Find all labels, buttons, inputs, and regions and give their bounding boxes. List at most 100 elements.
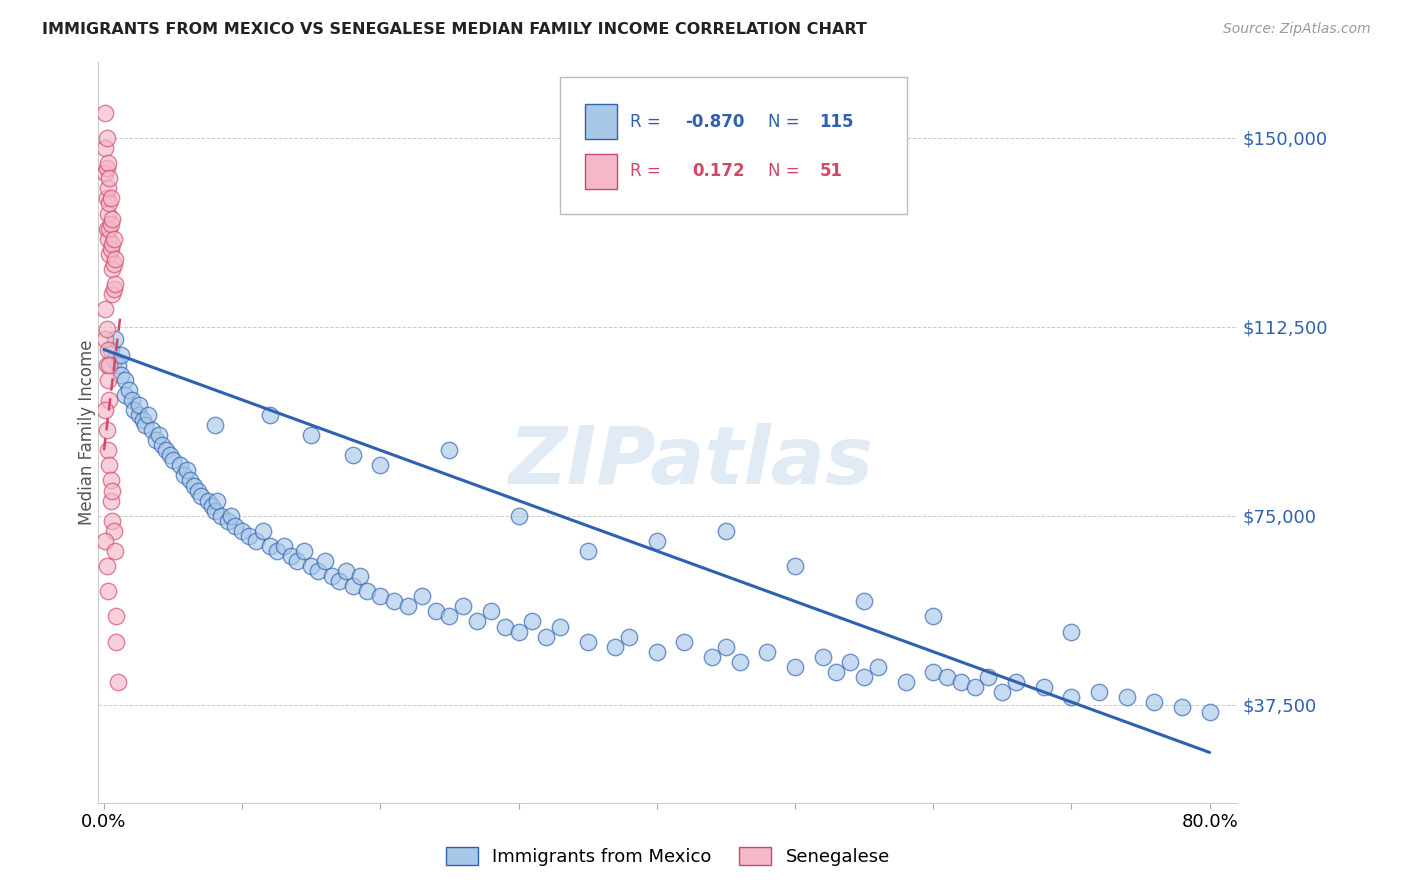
Point xyxy=(110,347,132,361)
Point xyxy=(991,685,1014,699)
Point xyxy=(145,433,167,447)
Point xyxy=(187,483,209,498)
Point xyxy=(169,458,191,473)
Point xyxy=(179,474,201,488)
Point xyxy=(1171,700,1194,714)
Point xyxy=(922,609,945,624)
Point xyxy=(245,533,267,548)
Point xyxy=(118,383,141,397)
Point xyxy=(98,196,121,211)
Point xyxy=(936,670,959,684)
Point xyxy=(714,640,737,654)
Point xyxy=(494,619,516,633)
Point xyxy=(453,599,475,614)
Point xyxy=(94,533,117,548)
Point xyxy=(314,554,336,568)
Point xyxy=(100,474,122,488)
Point xyxy=(207,493,229,508)
Text: 0.172: 0.172 xyxy=(692,162,744,180)
Point xyxy=(128,408,150,422)
Point xyxy=(100,343,122,357)
Point xyxy=(439,443,461,458)
Point xyxy=(231,524,253,538)
Point xyxy=(148,428,170,442)
Point xyxy=(299,428,322,442)
Point xyxy=(425,604,447,618)
Point xyxy=(97,443,120,458)
Point xyxy=(349,569,371,583)
Point xyxy=(522,615,544,629)
Point xyxy=(100,217,122,231)
Text: 51: 51 xyxy=(820,162,842,180)
Point xyxy=(131,413,153,427)
Point xyxy=(1060,624,1083,639)
Point xyxy=(1032,680,1054,694)
Point xyxy=(922,665,945,679)
Point xyxy=(714,524,737,538)
Point xyxy=(645,533,668,548)
Text: IMMIGRANTS FROM MEXICO VS SENEGALESE MEDIAN FAMILY INCOME CORRELATION CHART: IMMIGRANTS FROM MEXICO VS SENEGALESE MED… xyxy=(42,22,868,37)
Point xyxy=(101,483,124,498)
Point xyxy=(396,599,419,614)
Point xyxy=(100,242,122,256)
Point xyxy=(105,634,128,648)
Point xyxy=(97,206,120,220)
Point xyxy=(839,655,862,669)
Point xyxy=(97,156,120,170)
Text: Source: ZipAtlas.com: Source: ZipAtlas.com xyxy=(1223,22,1371,37)
Point xyxy=(183,478,205,492)
Point xyxy=(114,373,136,387)
Point xyxy=(328,574,350,589)
FancyBboxPatch shape xyxy=(560,78,907,214)
Point xyxy=(321,569,343,583)
Point xyxy=(107,674,129,689)
Point xyxy=(96,221,118,235)
Point xyxy=(96,358,118,372)
Point xyxy=(1115,690,1137,704)
Point xyxy=(1060,690,1083,704)
Point xyxy=(150,438,173,452)
Point xyxy=(204,504,226,518)
Point xyxy=(479,604,502,618)
Text: N =: N = xyxy=(768,112,806,130)
Point xyxy=(134,418,156,433)
Point xyxy=(104,252,127,266)
Point xyxy=(176,463,198,477)
Point xyxy=(356,584,378,599)
Point xyxy=(96,161,118,176)
Point xyxy=(617,630,640,644)
Point xyxy=(209,508,232,523)
Point xyxy=(756,645,779,659)
Point xyxy=(292,544,315,558)
Point xyxy=(97,343,120,357)
Point xyxy=(811,649,834,664)
Point xyxy=(94,403,117,417)
Point xyxy=(299,559,322,574)
Point xyxy=(465,615,488,629)
Point xyxy=(894,674,917,689)
Point xyxy=(162,453,184,467)
Point xyxy=(273,539,295,553)
Point xyxy=(783,559,806,574)
Bar xyxy=(585,103,617,139)
Point xyxy=(141,423,163,437)
Bar xyxy=(585,153,617,189)
Point xyxy=(98,392,121,407)
Point xyxy=(94,166,117,180)
Point xyxy=(97,181,120,195)
Point xyxy=(98,458,121,473)
Point xyxy=(103,352,125,367)
Point xyxy=(197,493,219,508)
Point xyxy=(103,282,125,296)
Point xyxy=(224,518,246,533)
Point xyxy=(100,191,122,205)
Point xyxy=(96,559,118,574)
Point xyxy=(728,655,751,669)
Point xyxy=(1005,674,1028,689)
Point xyxy=(124,403,146,417)
Point xyxy=(217,514,239,528)
Point xyxy=(853,670,876,684)
Point xyxy=(439,609,461,624)
Point xyxy=(307,564,329,578)
Point xyxy=(103,257,125,271)
